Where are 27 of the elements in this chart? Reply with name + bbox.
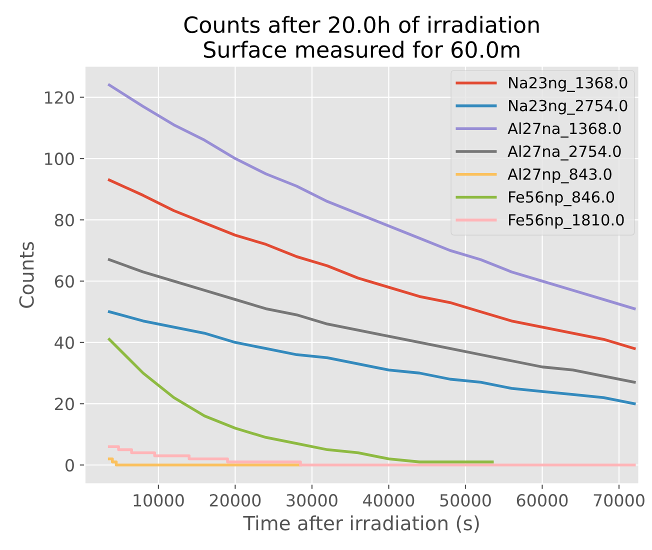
- x-tick-label: 50000: [440, 494, 491, 507]
- x-tick-label: 60000: [516, 494, 568, 507]
- legend-label: Al27na_1368.0: [508, 122, 621, 138]
- line-series: [108, 310, 636, 406]
- legend-label: Al27np_843.0: [508, 168, 612, 184]
- y-tick-label: 20: [55, 398, 74, 410]
- legend-label: Al27na_2754.0: [508, 145, 621, 160]
- x-tick-label: 70000: [594, 494, 644, 507]
- x-tick-label: 20000: [210, 494, 261, 507]
- y-tick-label: 100: [45, 152, 74, 166]
- y-tick-label: 60: [54, 275, 74, 288]
- y-tick-label: 40: [54, 336, 74, 349]
- x-axis-title: Time after irradiation (s): [243, 515, 479, 533]
- y-tick-label: 80: [54, 214, 74, 226]
- chart-title: Counts after 20.0h of irradiation Surface measured for 60.0m: [184, 16, 539, 58]
- legend-label: Na23ng_2754.0: [509, 100, 628, 115]
- x-tick-label: 30000: [286, 494, 338, 507]
- y-axis-title: Counts: [19, 242, 34, 308]
- x-tick-label: 10000: [134, 494, 184, 507]
- legend-label: Na23ng_1368.0: [509, 76, 628, 92]
- legend-label: Fe56np_846.0: [509, 191, 614, 206]
- y-tick-label: 0: [66, 458, 74, 472]
- x-tick-label: 40000: [363, 494, 414, 507]
- line-series: [108, 338, 494, 464]
- y-tick-label: 120: [45, 91, 74, 104]
- legend-label: Fe56np_1810.0: [509, 214, 624, 230]
- line-series: [108, 258, 636, 384]
